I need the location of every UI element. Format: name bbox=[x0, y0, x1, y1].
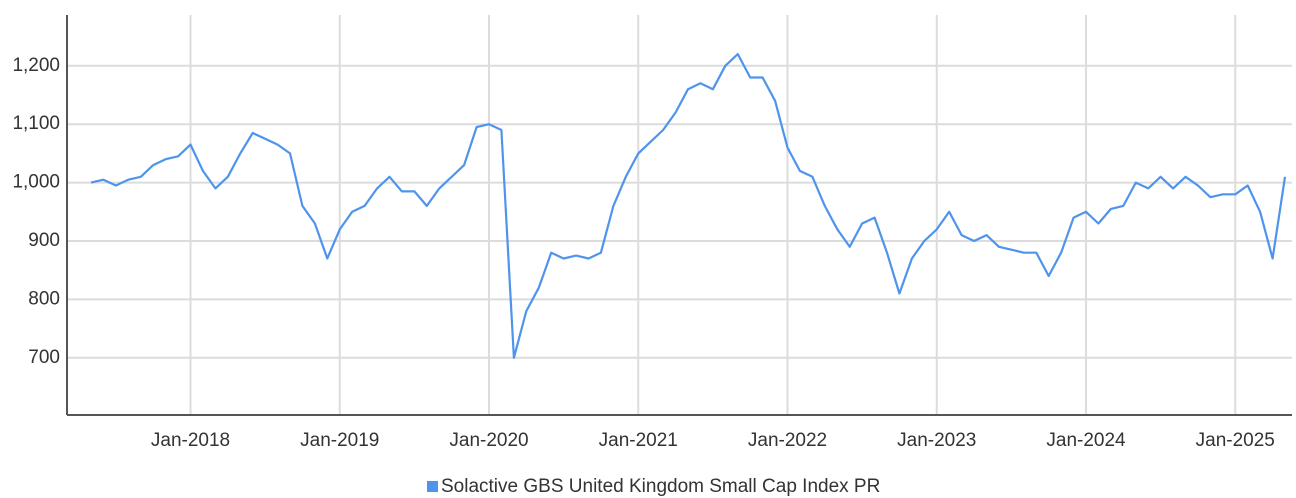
y-tick-label: 1,100 bbox=[12, 113, 60, 134]
y-tick-label: 1,000 bbox=[12, 172, 60, 193]
x-tick-label: Jan-2024 bbox=[1046, 430, 1126, 451]
y-tick-label: 800 bbox=[28, 288, 60, 309]
legend-label: Solactive GBS United Kingdom Small Cap I… bbox=[441, 476, 880, 497]
legend-swatch bbox=[427, 481, 438, 492]
y-tick-label: 900 bbox=[28, 230, 60, 251]
x-tick-label: Jan-2022 bbox=[748, 430, 827, 451]
y-tick-label: 1,200 bbox=[12, 55, 60, 76]
grid bbox=[67, 15, 1292, 415]
y-tick-label: 700 bbox=[28, 347, 60, 368]
x-tick-label: Jan-2023 bbox=[897, 430, 976, 451]
x-tick-label: Jan-2018 bbox=[151, 430, 230, 451]
x-tick-label: Jan-2025 bbox=[1196, 430, 1275, 451]
x-tick-label: Jan-2021 bbox=[599, 430, 678, 451]
x-tick-label: Jan-2019 bbox=[300, 430, 379, 451]
series-line bbox=[90, 53, 1287, 359]
x-tick-label: Jan-2020 bbox=[449, 430, 528, 451]
